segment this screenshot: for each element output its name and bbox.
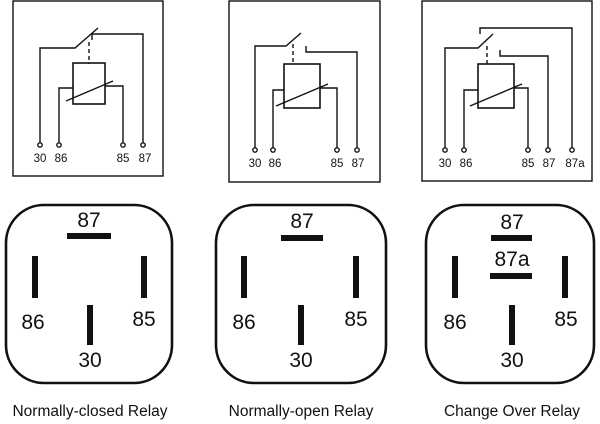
pin-label-30: 30 [249,158,262,170]
footprint-outline [424,203,596,385]
terminal-30 [442,147,448,153]
wire-pin-87 [305,46,358,148]
pin-label-85: 85 [117,153,130,165]
footprint-label-86: 86 [232,311,255,334]
pin-label-86: 86 [269,158,282,170]
terminal-86 [270,147,276,153]
blade-87a [490,273,532,279]
terminal-86 [461,147,467,153]
pin-label-30: 30 [34,153,47,165]
wire-pin-85 [514,87,529,148]
pin-label-87a: 87a [565,158,585,170]
caption-normally-open: Normally-open Relay [229,403,374,420]
schematic-normally-closed [12,0,164,177]
footprint-label-86: 86 [443,311,466,334]
blade-30 [509,305,515,345]
footprint-outline [4,203,174,385]
footprint-label-87: 87 [77,209,100,232]
coil-winding-line [469,83,523,107]
schematic-normally-open [228,0,381,183]
relay-coil [72,62,106,105]
footprint-label-85: 85 [554,308,577,331]
blade-87 [491,235,532,241]
wire-pin-85 [105,85,124,143]
footprint-normally-open [214,203,388,385]
schematic-frame [421,0,593,182]
terminal-30 [37,142,43,148]
schematic-frame [12,0,164,177]
blade-86 [32,256,38,298]
terminal-30 [252,147,258,153]
terminal-87 [545,147,551,153]
coil-winding-line [65,80,114,102]
pin-label-85: 85 [522,158,535,170]
terminal-86 [56,142,62,148]
wire-pin-87 [499,50,549,148]
schematic-frame [228,0,381,183]
wire-pin-30 [254,32,302,148]
schematic-change-over [421,0,593,182]
pin-label-86: 86 [55,153,68,165]
footprint-label-86: 86 [21,311,44,334]
relay-coil [283,63,321,109]
blade-87 [67,233,111,239]
terminal-85 [525,147,531,153]
blade-85 [562,256,568,298]
blade-85 [141,256,147,298]
relay-normally-open: 30 86 85 87 87 86 85 30 Normally-open Re… [214,0,388,420]
footprint-label-85: 85 [132,308,155,331]
footprint-label-85: 85 [344,308,367,331]
terminal-85 [120,142,126,148]
wire-pin-85 [320,87,338,148]
blade-87 [281,235,323,241]
wire-pin-86 [58,87,73,143]
blade-85 [353,256,359,298]
blade-86 [241,256,247,298]
blade-30 [298,305,304,345]
relay-coil [477,63,515,109]
footprint-label-87: 87 [500,211,523,234]
pin-label-87: 87 [543,158,556,170]
terminal-87 [140,142,146,148]
wire-pin-30 [444,33,494,148]
blade-30 [87,305,93,345]
wire-pin-86 [463,89,478,148]
relay-normally-closed: 30 86 85 87 87 86 85 30 Normally-closed … [4,0,174,420]
terminal-87 [354,147,360,153]
pin-label-86: 86 [460,158,473,170]
footprint-label-87a: 87a [494,248,529,271]
wire-pin-87 [91,33,144,143]
wire-pin-87a [479,27,573,148]
footprint-label-30: 30 [289,349,312,372]
wire-pin-86 [272,89,284,148]
relay-change-over: 30 86 85 87 87a 87 87a 86 85 30 Change O… [421,0,596,420]
pin-label-85: 85 [331,158,344,170]
footprint-change-over [424,203,596,385]
terminal-85 [334,147,340,153]
pin-label-30: 30 [439,158,452,170]
pin-label-87: 87 [352,158,365,170]
footprint-label-30: 30 [78,349,101,372]
footprint-label-87: 87 [290,210,313,233]
coil-winding-line [275,83,329,107]
wire-pin-30 [39,27,99,143]
terminal-87a [569,147,575,153]
footprint-outline [214,203,388,385]
blade-86 [452,256,458,298]
footprint-label-30: 30 [500,349,523,372]
pin-label-87: 87 [139,153,152,165]
footprint-normally-closed [4,203,174,385]
caption-normally-closed: Normally-closed Relay [12,403,167,420]
caption-change-over: Change Over Relay [444,403,580,420]
